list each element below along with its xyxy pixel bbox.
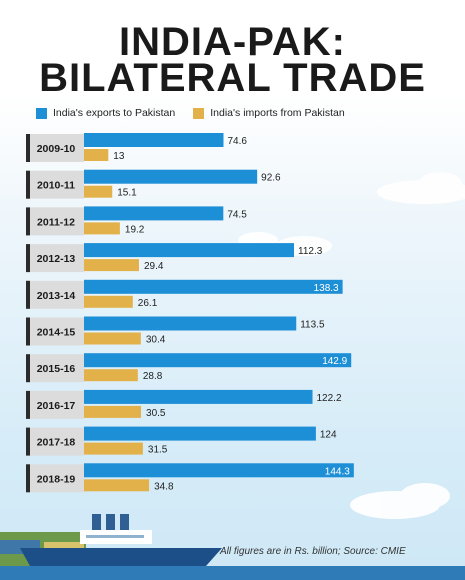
- bar-imports: [84, 332, 141, 345]
- data-label-imports: 28.8: [143, 371, 163, 382]
- data-label-exports: 144.3: [325, 466, 350, 477]
- bar-exports: [84, 206, 224, 221]
- ship-icon: [0, 514, 465, 580]
- data-label-imports: 15.1: [117, 188, 137, 199]
- category-label: 2016-17: [37, 400, 76, 412]
- legend-item-imports: India's imports from Pakistan: [193, 107, 345, 119]
- category-label-bg: [26, 354, 84, 383]
- category-label-bg: [26, 317, 84, 346]
- data-label-exports: 112.3: [298, 246, 323, 257]
- category-label-bg: [26, 464, 84, 493]
- data-label-imports: 34.8: [154, 481, 174, 492]
- bar-imports: [84, 479, 150, 492]
- bar-imports: [84, 222, 120, 235]
- data-label-exports: 92.6: [261, 173, 281, 184]
- category-label-bg: [26, 207, 84, 236]
- data-label-exports: 122.2: [317, 393, 342, 404]
- data-label-imports: 31.5: [148, 445, 168, 456]
- legend: India's exports to Pakistan India's impo…: [36, 107, 345, 119]
- bar-exports: [84, 389, 313, 404]
- category-label: 2011-12: [37, 216, 75, 228]
- footnote: All figures are in Rs. billion; Source: …: [220, 546, 406, 557]
- legend-item-exports: India's exports to Pakistan: [36, 107, 175, 119]
- category-label-bg: [26, 244, 84, 273]
- category-label-bg: [26, 170, 84, 199]
- category-label: 2017-18: [37, 437, 76, 449]
- data-label-imports: 26.1: [138, 298, 158, 309]
- chart-title-line1: INDIA-PAK:: [118, 20, 346, 64]
- bar-exports: [84, 463, 354, 478]
- category-label-accent: [26, 427, 30, 456]
- legend-swatch-exports: [36, 107, 47, 119]
- legend-label-exports: India's exports to Pakistan: [53, 107, 176, 119]
- bar-imports: [84, 369, 138, 382]
- bar-imports: [84, 259, 139, 272]
- category-label: 2013-14: [37, 290, 76, 302]
- category-label-accent: [26, 244, 30, 273]
- category-label: 2010-11: [37, 180, 75, 192]
- data-label-exports: 74.5: [227, 209, 247, 220]
- category-label: 2018-19: [37, 473, 76, 485]
- data-label-exports: 142.9: [322, 356, 347, 367]
- category-label-accent: [26, 134, 30, 162]
- bar-exports: [84, 426, 316, 441]
- bar-exports: [84, 243, 295, 258]
- bar-exports: [84, 316, 297, 331]
- data-label-imports: 19.2: [125, 224, 145, 235]
- legend-label-imports: India's imports from Pakistan: [210, 107, 345, 119]
- data-label-exports: 74.6: [228, 136, 248, 147]
- category-label-accent: [26, 464, 30, 493]
- category-label: 2012-13: [37, 253, 76, 265]
- category-label-accent: [26, 280, 30, 309]
- data-label-exports: 138.3: [314, 283, 339, 294]
- bar-imports: [84, 442, 143, 455]
- category-label-accent: [26, 317, 30, 346]
- bar-chart: 2009-10 74.6 13 2010-11 92.6 15.1 2011-12 74.5 1…: [26, 133, 354, 493]
- bar-imports: [84, 185, 113, 198]
- category-label-accent: [26, 207, 30, 236]
- data-label-imports: 13: [113, 151, 125, 162]
- bar-imports: [84, 149, 109, 161]
- category-label: 2015-16: [37, 363, 76, 375]
- bar-exports: [84, 279, 343, 294]
- category-label-bg: [26, 280, 84, 309]
- bar-exports: [84, 353, 352, 368]
- bar-imports: [84, 405, 142, 418]
- category-label-accent: [26, 170, 30, 199]
- category-label: 2014-15: [37, 327, 76, 339]
- category-label-bg: [26, 427, 84, 456]
- cloud-icon: [377, 172, 465, 204]
- bar-exports: [84, 169, 258, 184]
- data-label-imports: 30.4: [146, 335, 166, 346]
- bar-exports: [84, 133, 224, 147]
- category-label-accent: [26, 390, 30, 419]
- data-label-exports: 113.5: [300, 320, 325, 331]
- cloud-icon: [350, 483, 450, 519]
- category-label-accent: [26, 354, 30, 383]
- category-label-bg: [26, 134, 84, 162]
- chart-title-line2: BILATERAL TRADE: [39, 56, 426, 100]
- legend-swatch-imports: [193, 107, 205, 119]
- data-label-imports: 29.4: [144, 261, 164, 272]
- bar-imports: [84, 295, 133, 308]
- data-label-exports: 124: [320, 430, 337, 441]
- category-label: 2009-10: [37, 143, 76, 155]
- data-label-imports: 30.5: [146, 408, 166, 419]
- category-label-bg: [26, 390, 84, 419]
